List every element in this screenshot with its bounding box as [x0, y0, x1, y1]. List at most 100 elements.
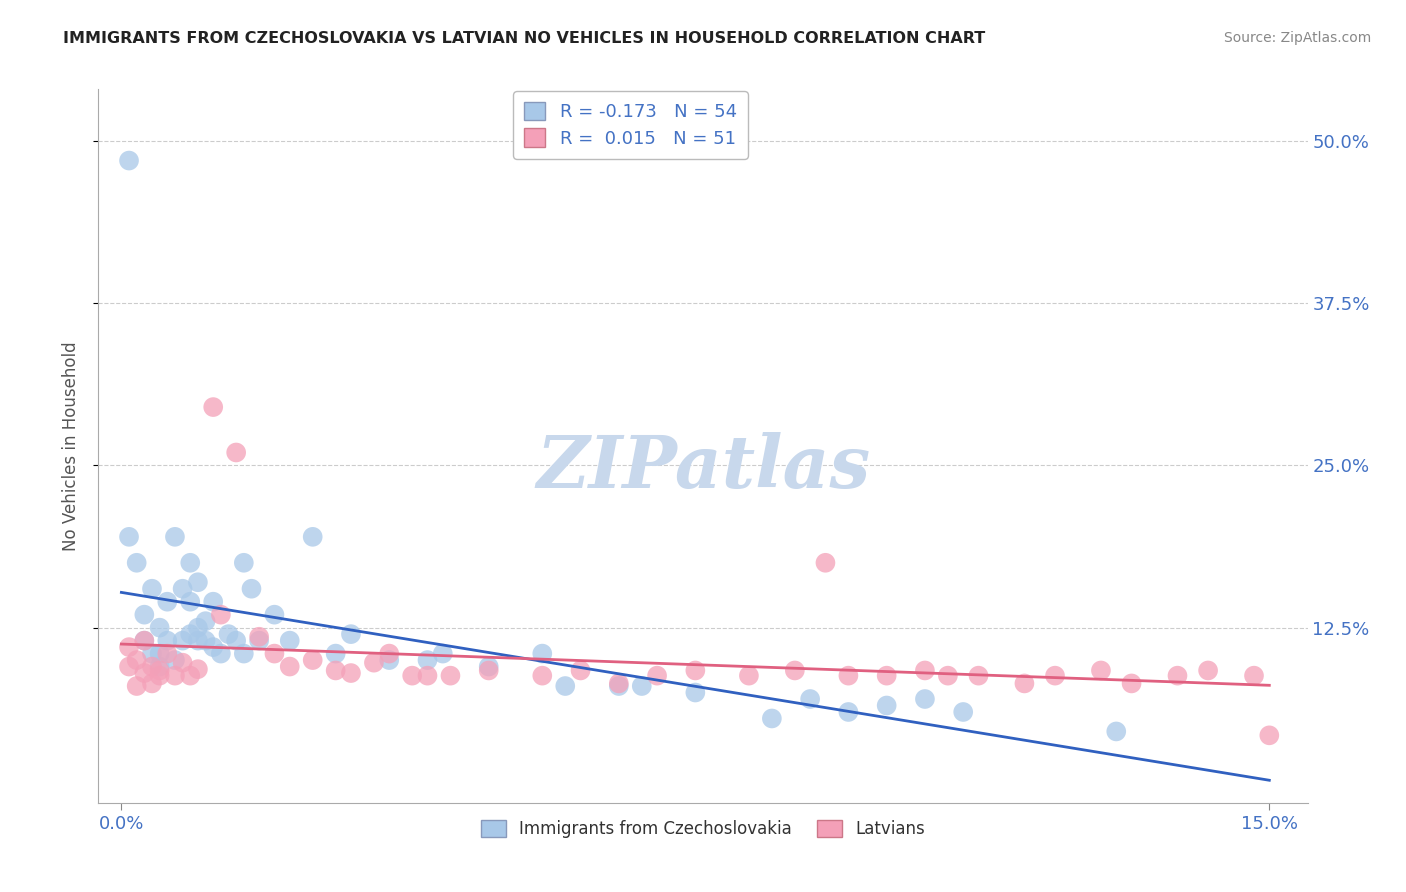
Point: [179, 668, 201, 682]
Point: [1197, 664, 1219, 678]
Point: [645, 668, 668, 682]
Text: IMMIGRANTS FROM CZECHOSLOVAKIA VS LATVIAN NO VEHICLES IN HOUSEHOLD CORRELATION C: IMMIGRANTS FROM CZECHOSLOVAKIA VS LATVIA…: [63, 31, 986, 46]
Point: [149, 664, 172, 678]
Point: [172, 582, 194, 596]
Point: [1121, 676, 1143, 690]
Point: [149, 668, 172, 682]
Point: [134, 666, 156, 681]
Point: [914, 664, 936, 678]
Legend: Immigrants from Czechoslovakia, Latvians: Immigrants from Czechoslovakia, Latvians: [474, 813, 932, 845]
Point: [134, 607, 156, 622]
Point: [209, 607, 232, 622]
Point: [156, 647, 179, 661]
Point: [156, 633, 179, 648]
Point: [416, 653, 439, 667]
Point: [163, 668, 186, 682]
Point: [531, 647, 554, 661]
Point: [125, 679, 148, 693]
Point: [301, 653, 323, 667]
Point: [1258, 728, 1281, 742]
Point: [340, 627, 363, 641]
Point: [1014, 676, 1036, 690]
Point: [1043, 668, 1066, 682]
Point: [247, 630, 270, 644]
Point: [240, 582, 263, 596]
Point: [439, 668, 461, 682]
Point: [478, 664, 501, 678]
Point: [569, 664, 592, 678]
Point: [247, 633, 270, 648]
Point: [278, 659, 301, 673]
Point: [202, 640, 225, 654]
Point: [163, 530, 186, 544]
Point: [187, 621, 209, 635]
Point: [149, 647, 172, 661]
Point: [194, 614, 217, 628]
Point: [118, 153, 141, 168]
Point: [554, 679, 576, 693]
Point: [263, 607, 285, 622]
Point: [378, 653, 401, 667]
Point: [225, 633, 247, 648]
Point: [685, 685, 707, 699]
Point: [799, 692, 821, 706]
Point: [837, 705, 859, 719]
Point: [118, 659, 141, 673]
Point: [232, 647, 254, 661]
Point: [1090, 664, 1112, 678]
Point: [179, 627, 201, 641]
Point: [478, 659, 501, 673]
Point: [163, 653, 186, 667]
Point: [149, 659, 172, 673]
Point: [837, 668, 859, 682]
Point: [194, 633, 217, 648]
Point: [301, 530, 323, 544]
Point: [814, 556, 837, 570]
Point: [125, 653, 148, 667]
Point: [149, 621, 172, 635]
Point: [607, 676, 630, 690]
Point: [179, 556, 201, 570]
Point: [209, 647, 232, 661]
Text: ZIPatlas: ZIPatlas: [536, 432, 870, 503]
Point: [172, 633, 194, 648]
Point: [936, 668, 959, 682]
Text: Source: ZipAtlas.com: Source: ZipAtlas.com: [1223, 31, 1371, 45]
Point: [340, 666, 363, 681]
Point: [118, 640, 141, 654]
Point: [141, 659, 163, 673]
Point: [187, 662, 209, 676]
Point: [141, 676, 163, 690]
Point: [218, 627, 240, 641]
Point: [156, 595, 179, 609]
Point: [187, 575, 209, 590]
Point: [685, 664, 707, 678]
Point: [202, 400, 225, 414]
Point: [225, 445, 247, 459]
Point: [607, 679, 630, 693]
Point: [1243, 668, 1265, 682]
Point: [202, 595, 225, 609]
Point: [325, 647, 347, 661]
Point: [187, 633, 209, 648]
Point: [738, 668, 761, 682]
Point: [783, 664, 806, 678]
Point: [325, 664, 347, 678]
Point: [401, 668, 423, 682]
Point: [416, 668, 439, 682]
Point: [952, 705, 974, 719]
Point: [141, 647, 163, 661]
Y-axis label: No Vehicles in Household: No Vehicles in Household: [62, 341, 80, 551]
Point: [134, 633, 156, 648]
Point: [278, 633, 301, 648]
Point: [125, 556, 148, 570]
Point: [363, 656, 385, 670]
Point: [172, 656, 194, 670]
Point: [876, 698, 898, 713]
Point: [914, 692, 936, 706]
Point: [232, 556, 254, 570]
Point: [141, 582, 163, 596]
Point: [761, 711, 783, 725]
Point: [118, 530, 141, 544]
Point: [432, 647, 454, 661]
